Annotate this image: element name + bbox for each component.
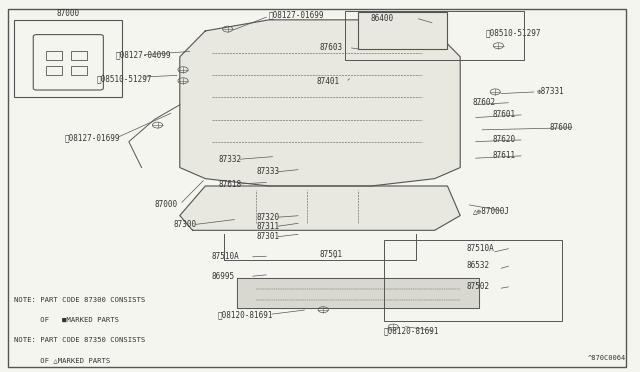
- Text: 87301: 87301: [256, 232, 280, 241]
- Text: 87620: 87620: [492, 135, 515, 144]
- Text: Ⓢ08127-04099: Ⓢ08127-04099: [116, 51, 172, 60]
- Text: 87000: 87000: [57, 9, 80, 18]
- Text: 86532: 86532: [467, 261, 490, 270]
- Text: 87000: 87000: [154, 200, 177, 209]
- Text: 87501: 87501: [320, 250, 343, 259]
- Text: Ⓢ08510-51297: Ⓢ08510-51297: [97, 74, 152, 83]
- Text: 87618: 87618: [218, 180, 241, 189]
- Text: 87601: 87601: [492, 110, 515, 119]
- Text: 87401: 87401: [317, 77, 340, 86]
- Text: NOTE: PART CODE 87350 CONSISTS: NOTE: PART CODE 87350 CONSISTS: [14, 337, 145, 343]
- FancyBboxPatch shape: [14, 20, 122, 97]
- Text: Ⓑ08120-81691: Ⓑ08120-81691: [218, 310, 273, 319]
- Text: 87332: 87332: [218, 155, 241, 164]
- Text: Ⓑ08127-01699: Ⓑ08127-01699: [65, 134, 120, 142]
- Text: Ⓢ08510-51297: Ⓢ08510-51297: [486, 28, 541, 37]
- Text: △❉87000J: △❉87000J: [473, 206, 510, 216]
- Polygon shape: [180, 186, 460, 230]
- Text: NOTE: PART CODE 87300 CONSISTS: NOTE: PART CODE 87300 CONSISTS: [14, 297, 145, 303]
- Text: 87600: 87600: [549, 123, 573, 132]
- Polygon shape: [180, 20, 460, 186]
- FancyBboxPatch shape: [8, 9, 626, 367]
- Text: 87502: 87502: [467, 282, 490, 291]
- Text: OF   ■MARKED PARTS: OF ■MARKED PARTS: [14, 317, 119, 323]
- Text: 87611: 87611: [492, 151, 515, 160]
- Text: Ⓑ08127-01699: Ⓑ08127-01699: [269, 10, 324, 20]
- Text: 87333: 87333: [256, 167, 280, 176]
- Text: Ⓑ08120-81691: Ⓑ08120-81691: [384, 326, 439, 335]
- Text: 87510A: 87510A: [212, 252, 239, 262]
- Text: 87602: 87602: [473, 98, 496, 107]
- Text: ^870C0064: ^870C0064: [588, 355, 626, 361]
- Text: 86400: 86400: [371, 13, 394, 22]
- Text: 86995: 86995: [212, 272, 235, 281]
- FancyBboxPatch shape: [358, 13, 447, 49]
- Text: 87311: 87311: [256, 222, 280, 231]
- Text: ❉87331: ❉87331: [537, 87, 564, 96]
- Text: OF △MARKED PARTS: OF △MARKED PARTS: [14, 358, 110, 364]
- Text: 87603: 87603: [320, 43, 343, 52]
- Text: 87300: 87300: [173, 220, 196, 229]
- Text: 87510A: 87510A: [467, 244, 494, 253]
- Text: 87320: 87320: [256, 213, 280, 222]
